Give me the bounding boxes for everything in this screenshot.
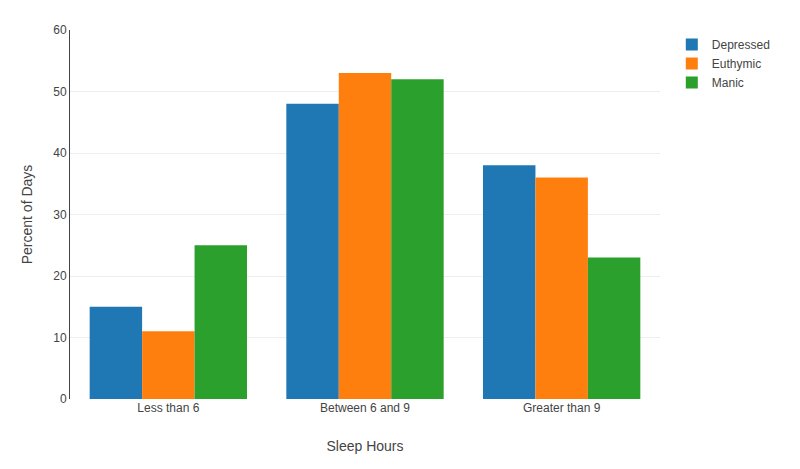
svg-text:Sleep Hours: Sleep Hours (326, 438, 403, 454)
svg-text:Less than 6: Less than 6 (137, 401, 199, 415)
svg-text:20: 20 (53, 269, 67, 283)
svg-text:Between 6 and 9: Between 6 and 9 (320, 401, 410, 415)
svg-text:40: 40 (53, 146, 67, 160)
svg-text:30: 30 (53, 208, 67, 222)
svg-text:Depressed: Depressed (712, 38, 770, 52)
svg-text:Euthymic: Euthymic (712, 57, 761, 71)
svg-text:10: 10 (53, 331, 67, 345)
svg-text:Manic: Manic (712, 76, 744, 90)
svg-text:Greater than 9: Greater than 9 (523, 401, 601, 415)
svg-text:Percent of Days: Percent of Days (19, 165, 35, 265)
svg-text:60: 60 (53, 23, 67, 37)
svg-text:0: 0 (60, 392, 67, 406)
svg-text:50: 50 (53, 85, 67, 99)
